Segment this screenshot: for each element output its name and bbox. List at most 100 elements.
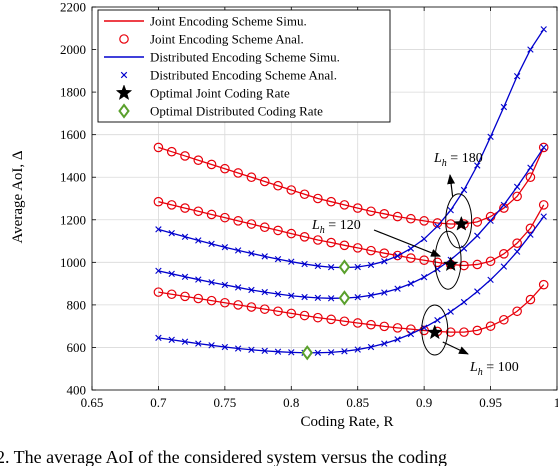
data-point-x xyxy=(195,340,202,347)
x-stroke-b xyxy=(301,293,308,301)
data-point-x xyxy=(460,298,468,306)
data-point-circle xyxy=(166,289,177,300)
data-point-circle xyxy=(366,206,376,217)
x-stroke-b xyxy=(248,286,255,294)
x-tick-label: 0.85 xyxy=(346,395,369,410)
y-tick-label: 400 xyxy=(67,383,87,398)
data-point-circle xyxy=(525,172,536,183)
data-point-circle xyxy=(273,180,283,191)
y-tick-label: 2200 xyxy=(60,0,86,15)
data-point-x xyxy=(513,72,521,80)
x-stroke-b xyxy=(261,288,268,296)
x-stroke-b xyxy=(208,279,215,286)
x-stroke-b xyxy=(288,349,295,356)
x-stroke-b xyxy=(234,284,242,291)
series-line xyxy=(158,146,545,225)
data-point-x xyxy=(434,222,441,230)
data-point-circle xyxy=(220,297,230,308)
data-point-circle xyxy=(445,219,456,229)
x-stroke-b xyxy=(540,144,547,151)
arrow-lh-100 xyxy=(442,341,469,355)
data-point-circle xyxy=(193,206,204,217)
x-stroke-b xyxy=(513,183,521,190)
data-point-circle xyxy=(299,232,310,242)
data-point-x xyxy=(394,336,401,343)
y-tick-label: 800 xyxy=(67,297,87,312)
data-point-x xyxy=(474,288,481,295)
data-point-x xyxy=(354,263,361,271)
x-stroke-b xyxy=(181,233,189,240)
data-point-x xyxy=(540,213,547,220)
data-point-circle xyxy=(259,304,270,314)
data-point-x xyxy=(274,255,282,263)
x-stroke-b xyxy=(261,253,268,260)
data-point-x xyxy=(234,345,242,352)
data-point-circle xyxy=(538,279,549,290)
data-point-x xyxy=(221,281,229,289)
x-stroke-b xyxy=(434,317,441,324)
data-point-circle xyxy=(379,321,390,332)
x-stroke-b xyxy=(420,235,428,243)
legend-item: Joint Encoding Scheme Simu. xyxy=(104,14,307,29)
data-point-circle xyxy=(525,294,536,305)
data-point-circle xyxy=(180,151,190,161)
ellipse-lh-180 xyxy=(445,193,473,249)
x-stroke-b xyxy=(168,270,175,278)
data-point-x xyxy=(341,348,348,355)
data-point-x xyxy=(261,347,268,355)
data-point-x xyxy=(513,248,521,255)
data-point-circle xyxy=(259,176,270,187)
data-point-circle xyxy=(472,325,483,336)
annotation-lh-120: Lh = 120 xyxy=(311,218,361,236)
series-distributed-4 xyxy=(155,144,547,302)
data-point-circle xyxy=(512,306,522,317)
data-point-circle xyxy=(246,172,257,183)
x-stroke-b xyxy=(527,164,534,171)
x-stroke-b xyxy=(367,292,375,299)
x-stroke-b xyxy=(248,346,255,353)
plot-area xyxy=(91,6,558,391)
caption-fragment: 2. The average AoI of the considered sys… xyxy=(0,447,447,466)
data-point-circle xyxy=(246,219,257,229)
x-stroke-b xyxy=(420,274,428,281)
data-point-x xyxy=(221,343,229,351)
x-stroke-b xyxy=(248,250,255,257)
x-stroke-b xyxy=(460,298,468,306)
legend-label: Joint Encoding Scheme Simu. xyxy=(150,14,307,29)
x-stroke-b xyxy=(487,276,494,283)
x-tick-label: 0.75 xyxy=(213,395,236,410)
series-line xyxy=(158,284,545,333)
x-stroke-b xyxy=(420,324,428,331)
data-point-x xyxy=(407,245,415,252)
legend-label: Distributed Encoding Scheme Simu. xyxy=(150,50,340,65)
data-point-circle xyxy=(286,228,297,239)
data-point-x xyxy=(288,349,295,356)
data-point-x xyxy=(327,264,335,271)
x-stroke-b xyxy=(367,261,375,269)
data-point-x xyxy=(487,276,494,283)
data-point-x xyxy=(195,276,202,283)
data-point-x xyxy=(248,346,255,353)
x-stroke-b xyxy=(221,244,229,251)
legend-item: Distributed Encoding Scheme Simu. xyxy=(104,50,340,65)
data-point-x xyxy=(527,231,534,238)
data-point-x xyxy=(367,292,375,299)
x-stroke-b xyxy=(354,346,361,353)
arrow-lh-120 xyxy=(373,229,441,257)
data-point-circle xyxy=(273,225,283,236)
legend-item: Distributed Encoding Scheme Anal. xyxy=(120,68,337,83)
data-point-circle xyxy=(352,203,363,213)
data-point-circle xyxy=(512,238,522,248)
data-point-circle xyxy=(233,300,243,310)
legend: Joint Encoding Scheme Simu. Joint Encodin… xyxy=(97,9,391,123)
data-point-circle xyxy=(499,249,509,259)
data-point-circle xyxy=(379,248,390,258)
data-point-x xyxy=(274,290,282,298)
data-point-circle xyxy=(286,185,297,195)
x-stroke-b xyxy=(500,103,508,111)
data-point-circle xyxy=(193,155,204,165)
data-point-x xyxy=(447,308,454,315)
data-point-x xyxy=(261,288,268,296)
data-point-circle xyxy=(233,216,243,226)
